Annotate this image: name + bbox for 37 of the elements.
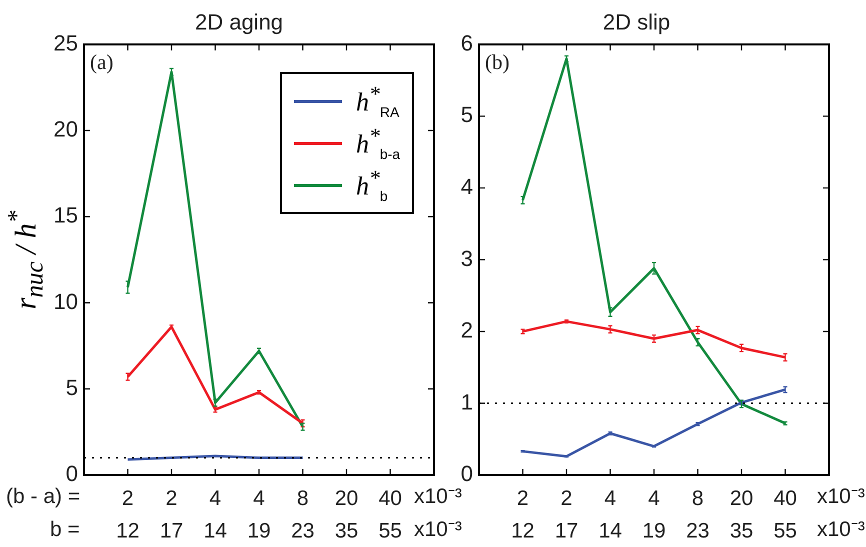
- y-tick-label: 5: [66, 374, 78, 400]
- y-tick-label: 1: [460, 389, 473, 414]
- y-tick-label: 3: [460, 246, 473, 271]
- y-tick-label: 25: [54, 30, 78, 56]
- y-tick-label: 2: [460, 318, 473, 343]
- text: x10⁻³: [414, 485, 462, 508]
- x-tick-label: 20 35: [334, 487, 358, 543]
- chart-title: 2D aging: [194, 9, 284, 34]
- text: (b - a) =: [6, 485, 80, 508]
- x-tick-label: 8 23: [291, 487, 314, 543]
- x-tick-label: 2 12: [116, 487, 140, 543]
- y-tick-label: 4: [460, 174, 473, 199]
- x-tick-label: 4 19: [247, 487, 271, 543]
- y-tick-label: 15: [54, 202, 78, 228]
- x-tick-label: 2 17: [554, 487, 578, 543]
- chart-title: 2D slip: [602, 9, 670, 34]
- x-tick-label: 2 12: [511, 487, 534, 543]
- annotation: (b): [485, 50, 510, 74]
- y-tick-label: 5: [460, 102, 473, 128]
- y-tick-label: 10: [54, 288, 78, 314]
- text: b =: [50, 518, 80, 541]
- x-tick-label: 40 55: [378, 487, 402, 543]
- x-tick-label: 2 17: [160, 487, 184, 543]
- x-tick-label: 4 14: [598, 487, 622, 543]
- x-tick-label: 8 23: [686, 487, 710, 543]
- y-tick-label: 6: [460, 30, 473, 56]
- x-tick-label: 20 35: [730, 487, 754, 543]
- y-tick-label: 0: [460, 461, 473, 486]
- text: x10⁻³: [817, 518, 865, 541]
- x-tick-label: 4 19: [642, 487, 666, 543]
- x-tick-label: 4 14: [204, 487, 228, 543]
- text: x10⁻³: [817, 485, 865, 508]
- x-tick-label: 40 55: [774, 487, 797, 543]
- y-tick-label: 0: [66, 461, 78, 486]
- text: x10⁻³: [414, 518, 462, 541]
- y-tick-label: 20: [54, 116, 78, 142]
- annotation: (a): [90, 50, 114, 74]
